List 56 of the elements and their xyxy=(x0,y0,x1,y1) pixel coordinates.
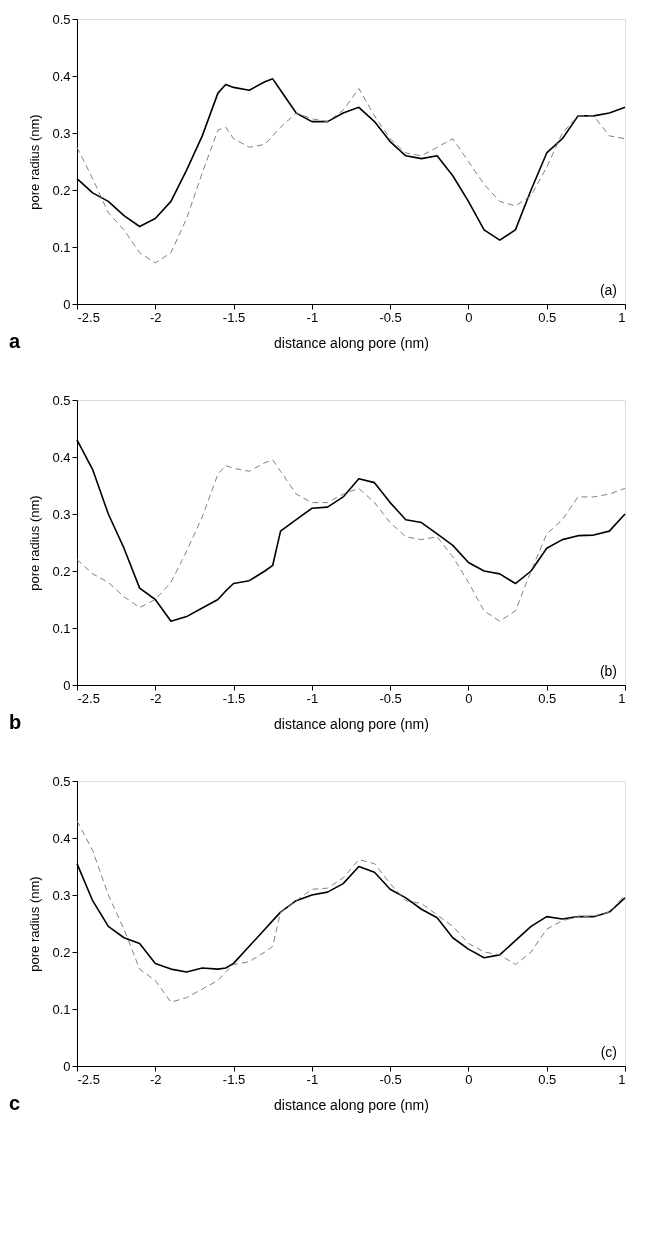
x-tick-label: 0 xyxy=(465,1071,473,1087)
y-tick-label: 0.2 xyxy=(52,944,71,960)
y-tick-label: 0.5 xyxy=(52,11,71,27)
x-tick-label: -0.5 xyxy=(379,309,402,325)
y-tick-label: 0.4 xyxy=(52,68,71,84)
x-tick-label: -1.5 xyxy=(222,690,246,706)
y-tick-label: 0.5 xyxy=(52,392,71,408)
x-tick-label: 1 xyxy=(618,1071,626,1087)
x-tick-label: -1 xyxy=(306,1071,319,1087)
y-tick-label: 0 xyxy=(63,1058,71,1074)
y-tick-label: 0 xyxy=(63,296,71,312)
x-tick-label: -2.5 xyxy=(77,309,100,325)
y-tick-label: 0.4 xyxy=(52,830,71,846)
x-tick-label: -1.5 xyxy=(222,1071,246,1087)
y-tick-label: 0.3 xyxy=(52,506,71,522)
x-tick-label: 0 xyxy=(465,309,473,325)
x-tick-label: -2.5 xyxy=(77,690,100,706)
x-tick-label: -1.5 xyxy=(222,309,246,325)
y-tick-label: 0.3 xyxy=(52,887,71,903)
x-tick-label: 0.5 xyxy=(538,1071,557,1087)
x-tick-label: 1 xyxy=(618,690,626,706)
x-tick-label: -0.5 xyxy=(379,690,402,706)
y-tick-label: 0.5 xyxy=(52,773,71,789)
text: a xyxy=(9,330,21,352)
annotation: (c) xyxy=(600,1044,617,1060)
y-tick-label: 0.1 xyxy=(52,620,71,636)
y-axis-title: pore radius (nm) xyxy=(27,876,43,972)
x-axis-title: distance along pore (nm) xyxy=(274,334,429,351)
y-tick-label: 0.1 xyxy=(52,1001,71,1017)
x-tick-label: -0.5 xyxy=(379,1071,402,1087)
y-tick-label: 0.2 xyxy=(52,563,71,579)
x-tick-label: -2 xyxy=(150,309,162,325)
x-tick-label: -2.5 xyxy=(77,1071,100,1087)
text: b xyxy=(9,711,22,733)
y-tick-label: 0.3 xyxy=(52,125,71,141)
x-tick-label: 1 xyxy=(618,309,626,325)
x-tick-label: -1 xyxy=(306,309,319,325)
x-tick-label: 0 xyxy=(465,690,473,706)
x-tick-label: -1 xyxy=(306,690,319,706)
y-axis-title: pore radius (nm) xyxy=(27,114,43,210)
x-tick-label: 0.5 xyxy=(538,309,557,325)
y-tick-label: 0.2 xyxy=(52,182,71,198)
x-axis-title: distance along pore (nm) xyxy=(274,1096,429,1113)
y-tick-label: 0 xyxy=(63,677,71,693)
line-series xyxy=(76,820,626,1003)
text: c xyxy=(9,1092,21,1114)
y-axis-title: pore radius (nm) xyxy=(27,495,43,591)
y-tick-label: 0.4 xyxy=(52,449,71,465)
line-series xyxy=(76,88,626,264)
x-tick-label: -2 xyxy=(150,690,162,706)
x-axis-title: distance along pore (nm) xyxy=(274,715,429,732)
x-tick-label: 0.5 xyxy=(538,690,557,706)
y-tick-label: 0.1 xyxy=(52,239,71,255)
annotation: (a) xyxy=(599,282,617,298)
x-tick-label: -2 xyxy=(150,1071,162,1087)
annotation: (b) xyxy=(599,663,617,679)
